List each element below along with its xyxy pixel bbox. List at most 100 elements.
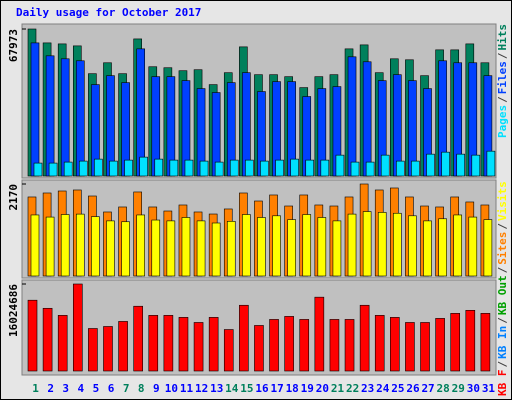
bar [136,214,145,277]
bar [30,214,40,277]
bar [390,317,400,372]
bar [163,315,174,372]
bar [166,220,176,277]
x-tick-label: 14 [225,382,239,395]
y-tick-label: 16024686 [7,284,20,337]
legend-separator: / [496,361,509,368]
legend-entry: Pages [496,105,509,138]
bar [30,42,40,177]
x-tick-label: 5 [93,382,100,395]
x-tick-label: 8 [138,382,145,395]
bar [75,213,85,277]
x-tick-label: 24 [376,382,390,395]
legend-separator: / [496,52,509,59]
bar [91,216,100,277]
x-tick-label: 18 [286,382,299,395]
bar [359,304,370,372]
x-tick-label: 22 [346,382,359,395]
legend: KB F/KB In/KB Out/Sites/Visits [496,181,509,396]
bar [184,159,194,177]
bar [178,317,189,372]
bar [441,151,450,177]
x-tick-label: 12 [195,382,208,395]
x-tick-label: 23 [361,382,374,395]
bar [305,159,315,177]
x-tick-label: 15 [240,382,253,395]
bar [118,321,128,372]
x-tick-label: 29 [452,382,465,395]
bar [245,159,254,177]
legend-entry: KB Out [496,275,509,315]
bar [72,283,83,372]
bar [78,160,88,177]
bar [456,153,466,177]
bar [329,319,340,372]
bar [42,307,53,372]
bar [365,161,375,177]
bar [453,214,463,277]
legend-entry: KB In [496,326,509,359]
bar [408,215,417,277]
bar [181,217,191,277]
legend: Pages/Files/Hits [496,24,509,138]
bar [229,159,239,177]
bar [193,322,204,372]
bar [60,58,70,177]
bar [45,55,55,177]
bar [347,213,357,277]
bar [33,162,43,177]
bar [242,214,251,277]
bar [260,160,269,177]
bar [362,61,372,177]
x-tick-label: 13 [210,382,223,395]
bar [471,154,481,177]
bar [347,56,357,177]
bar [486,150,496,177]
bar [27,299,38,372]
bar [393,212,402,277]
bar [154,158,164,177]
bar [57,315,68,372]
bar [335,154,345,177]
bar [450,313,461,372]
bar [314,296,325,372]
bar [75,60,85,177]
bar [480,313,491,372]
bar [423,220,432,277]
bar [465,310,476,372]
x-tick-label: 25 [391,382,404,395]
bar [257,217,266,277]
bar [239,304,249,372]
bar [426,153,435,177]
bar [344,319,355,372]
bar [254,325,264,372]
x-tick-label: 9 [153,382,160,395]
bar [148,315,159,372]
legend-entry: KB F [496,370,509,397]
bar [88,328,98,372]
x-tick-label: 2 [47,382,54,395]
x-tick-label: 7 [123,382,130,395]
bar [60,214,70,277]
bar [275,159,284,177]
bar [133,305,143,372]
legend-entry: Hits [496,24,509,51]
bar [151,219,161,277]
x-tick-label: 6 [108,382,115,395]
bar [290,158,299,177]
bar [468,216,478,277]
bar [302,214,312,277]
bar [196,220,206,277]
bar [94,158,103,177]
x-tick-label: 31 [482,382,496,395]
bar [63,161,73,177]
x-tick-label: 21 [331,382,345,395]
legend-separator: / [496,96,509,103]
x-tick-label: 27 [421,382,434,395]
legend-separator: / [496,266,509,273]
legend-entry: Files [496,61,509,94]
bar [438,218,447,277]
bar [287,219,296,277]
x-tick-label: 16 [255,382,269,395]
